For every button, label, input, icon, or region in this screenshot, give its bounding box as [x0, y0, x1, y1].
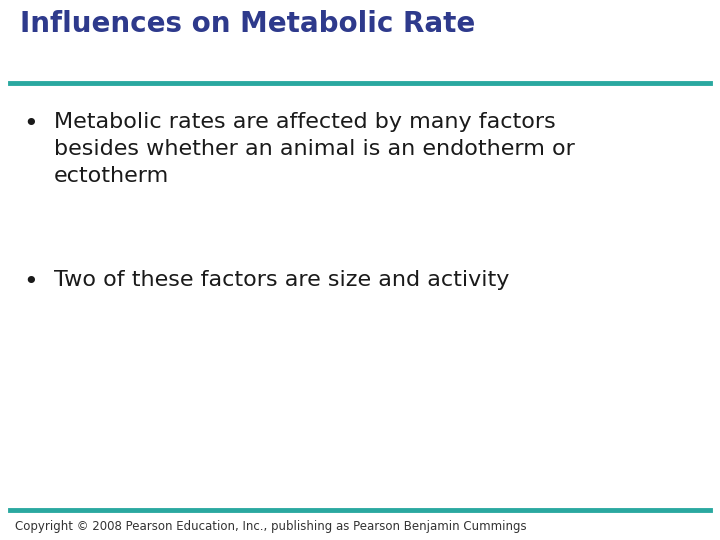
- Text: •: •: [23, 270, 37, 294]
- Text: Copyright © 2008 Pearson Education, Inc., publishing as Pearson Benjamin Cumming: Copyright © 2008 Pearson Education, Inc.…: [15, 520, 526, 533]
- Text: Metabolic rates are affected by many factors
besides whether an animal is an end: Metabolic rates are affected by many fac…: [54, 112, 575, 186]
- Text: •: •: [23, 112, 37, 136]
- Text: Two of these factors are size and activity: Two of these factors are size and activi…: [54, 270, 509, 290]
- Text: Influences on Metabolic Rate: Influences on Metabolic Rate: [20, 10, 475, 38]
